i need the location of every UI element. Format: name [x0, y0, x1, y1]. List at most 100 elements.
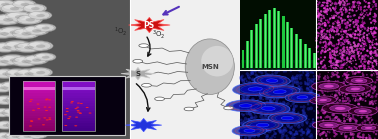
Point: [285, 119, 291, 122]
Ellipse shape: [339, 125, 357, 130]
Point: [323, 10, 329, 12]
Point: [254, 120, 260, 122]
Point: [271, 119, 277, 121]
Point: [308, 83, 314, 85]
Point: [364, 54, 370, 56]
Circle shape: [13, 83, 37, 92]
FancyBboxPatch shape: [62, 126, 94, 128]
Point: [356, 70, 363, 73]
Point: [364, 91, 370, 93]
Circle shape: [34, 134, 42, 136]
Point: [285, 98, 291, 100]
FancyBboxPatch shape: [290, 28, 293, 68]
Point: [280, 87, 286, 89]
Circle shape: [3, 28, 15, 33]
Circle shape: [46, 119, 49, 121]
Point: [369, 95, 375, 98]
Point: [339, 81, 345, 83]
Point: [327, 17, 333, 19]
Point: [344, 89, 350, 91]
Point: [277, 118, 284, 120]
Ellipse shape: [267, 88, 293, 96]
Point: [335, 97, 341, 99]
Point: [299, 87, 305, 90]
Point: [241, 79, 247, 81]
Point: [248, 133, 254, 136]
FancyBboxPatch shape: [62, 91, 94, 93]
Point: [305, 84, 311, 86]
Circle shape: [68, 116, 71, 117]
Point: [373, 102, 378, 105]
Polygon shape: [125, 118, 162, 132]
FancyBboxPatch shape: [294, 60, 299, 68]
Circle shape: [15, 15, 25, 19]
Point: [282, 76, 288, 79]
Point: [367, 18, 373, 20]
Point: [268, 101, 274, 103]
Point: [328, 55, 334, 57]
Point: [308, 90, 314, 92]
Point: [345, 16, 351, 18]
Point: [352, 1, 358, 3]
Point: [331, 8, 337, 10]
Circle shape: [77, 110, 80, 111]
Point: [265, 78, 271, 80]
Circle shape: [12, 57, 37, 66]
Point: [349, 83, 355, 85]
Point: [327, 54, 333, 57]
Point: [368, 114, 374, 116]
Point: [327, 118, 333, 120]
Point: [331, 49, 337, 52]
Point: [278, 78, 284, 80]
Point: [359, 17, 366, 19]
Point: [344, 118, 350, 121]
Point: [250, 83, 256, 85]
Circle shape: [0, 83, 15, 92]
Point: [335, 119, 341, 121]
Point: [241, 99, 247, 101]
Point: [283, 70, 289, 73]
Point: [371, 19, 377, 21]
Point: [329, 14, 335, 17]
Point: [345, 42, 352, 44]
Point: [284, 103, 290, 105]
Point: [359, 63, 366, 65]
Circle shape: [8, 70, 19, 74]
Point: [373, 17, 378, 19]
Point: [370, 64, 376, 67]
Point: [355, 6, 361, 9]
Point: [330, 26, 336, 28]
Circle shape: [4, 5, 15, 9]
Point: [287, 69, 293, 71]
Circle shape: [14, 44, 24, 48]
Circle shape: [14, 72, 23, 76]
Point: [321, 10, 327, 13]
Point: [365, 76, 371, 79]
Point: [307, 125, 313, 127]
Point: [363, 95, 369, 98]
Point: [342, 135, 348, 137]
Point: [338, 30, 344, 33]
FancyBboxPatch shape: [62, 101, 94, 103]
Point: [366, 40, 372, 42]
Point: [304, 123, 310, 125]
Point: [320, 99, 326, 101]
Point: [335, 86, 341, 88]
Point: [258, 108, 264, 110]
Point: [348, 128, 354, 130]
Point: [354, 37, 360, 39]
Point: [311, 122, 317, 124]
Point: [355, 133, 361, 135]
Point: [352, 119, 358, 121]
Point: [266, 77, 272, 80]
Point: [318, 18, 324, 20]
Point: [353, 99, 359, 101]
Point: [359, 20, 366, 22]
Point: [366, 2, 372, 4]
Point: [370, 39, 376, 41]
Point: [322, 131, 328, 134]
Point: [332, 95, 338, 97]
Point: [327, 41, 333, 44]
Point: [371, 90, 377, 92]
FancyBboxPatch shape: [62, 87, 94, 90]
